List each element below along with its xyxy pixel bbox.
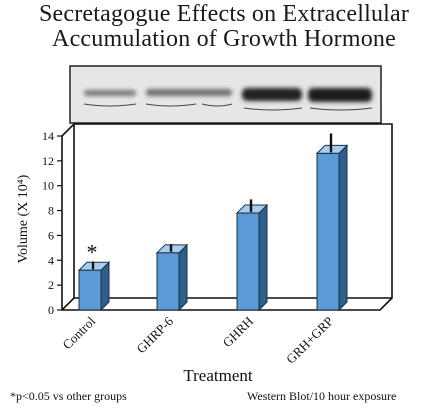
bar bbox=[78, 269, 102, 311]
y-tick-label: 8 bbox=[48, 204, 54, 218]
significance-asterisk: * bbox=[87, 240, 98, 265]
y-tick-label: 6 bbox=[48, 228, 54, 242]
y-tick-label: 0 bbox=[48, 303, 54, 317]
plot-area: 0 2 4 6 8 10 12 14 Volume (X 10⁴) Treatment Contro… bbox=[16, 122, 393, 385]
y-tick-label: 14 bbox=[42, 129, 54, 143]
y-axis-label: Volume (X 10⁴) bbox=[16, 174, 31, 263]
y-axis-wall bbox=[61, 122, 75, 311]
chart-title-line-1: Secretagogue Effects on Extracellular bbox=[38, 1, 410, 27]
y-tick-label: 2 bbox=[48, 278, 54, 292]
bar-side bbox=[178, 243, 188, 312]
y-tick-label: 12 bbox=[42, 154, 54, 168]
bar bbox=[156, 252, 180, 311]
bar bbox=[316, 152, 340, 311]
blot-lane-brackets bbox=[83, 103, 373, 111]
bar bbox=[236, 212, 260, 311]
chart-title-line-2: Accumulation of Growth Hormone bbox=[52, 26, 396, 52]
plot-back-panel bbox=[74, 123, 393, 299]
chart-title: Secretagogue Effects on Extracellular Ac… bbox=[0, 2, 448, 52]
significance-footnote: *p<0.05 vs other groups bbox=[10, 389, 127, 403]
bar-side bbox=[258, 203, 268, 312]
method-footnote: Western Blot/10 hour exposure bbox=[247, 389, 397, 403]
y-tick-label: 4 bbox=[48, 253, 54, 267]
x-tick-label: GHRP-6 bbox=[133, 313, 176, 356]
x-tick-label: GRH+GRP bbox=[283, 314, 336, 367]
x-tick-label: GHRH bbox=[219, 314, 256, 351]
western-blot-image bbox=[69, 65, 382, 124]
x-axis-label: Treatment bbox=[183, 366, 253, 385]
bar-side bbox=[338, 144, 348, 312]
blot-bands bbox=[84, 88, 372, 102]
y-tick-label: 10 bbox=[42, 179, 54, 193]
x-tick-label: Control bbox=[59, 313, 98, 352]
